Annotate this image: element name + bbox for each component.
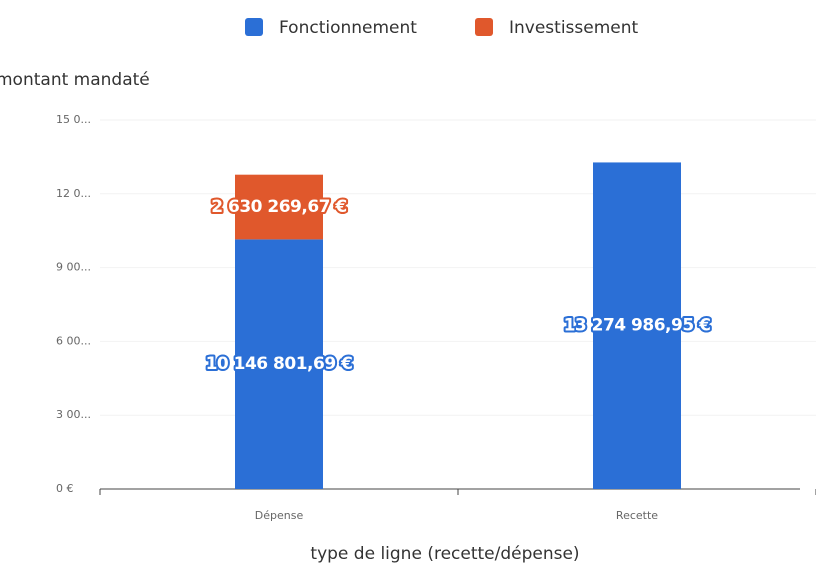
data-label: 13 274 986,95 € <box>564 316 711 336</box>
legend-label: Fonctionnement <box>279 18 417 38</box>
y-tick-label: 0 € <box>56 482 74 495</box>
bar-segment <box>235 239 323 489</box>
x-tick-label: Dépense <box>255 509 304 522</box>
y-tick-label: 6 00... <box>56 334 91 347</box>
y-tick-label: 9 00... <box>56 261 91 274</box>
legend-swatch <box>245 18 263 36</box>
y-tick-label: 15 0... <box>56 113 91 126</box>
bar-segment <box>593 162 681 490</box>
y-tick-label: 12 0... <box>56 187 91 200</box>
y-tick-label: 3 00... <box>56 408 91 421</box>
x-tick-label: Recette <box>616 509 658 522</box>
legend-swatch <box>475 18 493 36</box>
legend-label: Investissement <box>509 18 639 38</box>
y-axis-label: montant mandaté <box>0 70 150 90</box>
bar-segment <box>235 174 323 240</box>
x-axis-label: type de ligne (recette/dépense) <box>310 544 579 564</box>
data-label: 2 630 269,67 € <box>211 197 347 217</box>
data-label: 10 146 801,69 € <box>206 354 353 374</box>
